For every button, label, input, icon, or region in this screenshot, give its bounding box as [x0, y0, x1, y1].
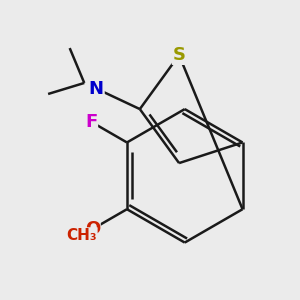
Text: N: N — [89, 80, 104, 98]
Text: O: O — [85, 220, 100, 238]
Text: S: S — [172, 46, 186, 64]
Text: F: F — [85, 113, 97, 131]
Text: CH₃: CH₃ — [67, 228, 97, 243]
